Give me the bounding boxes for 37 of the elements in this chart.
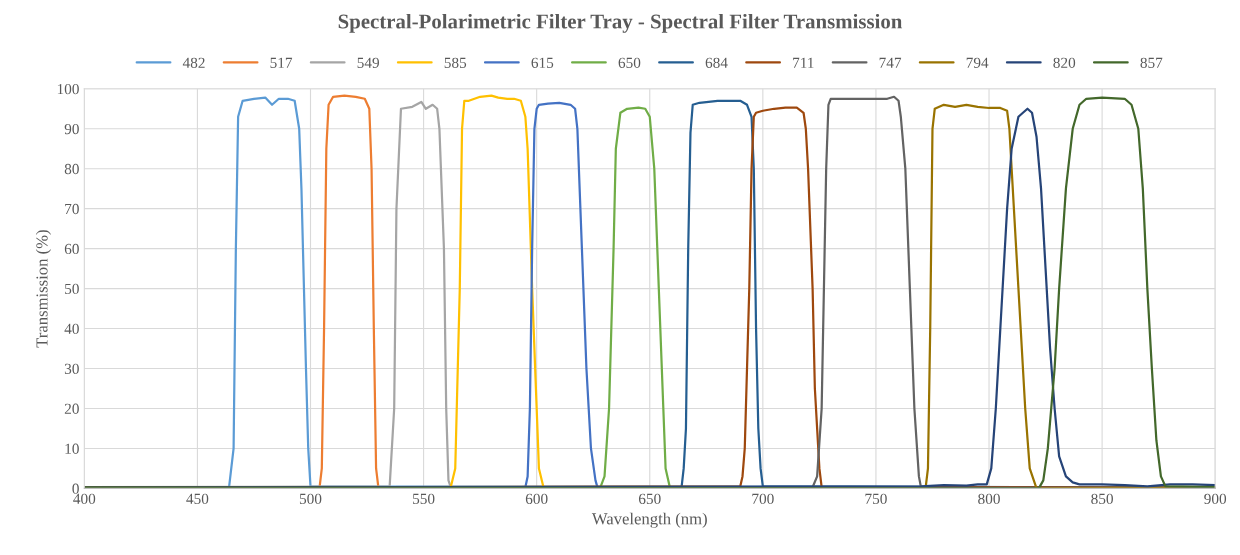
x-tick-label: 450 xyxy=(186,493,209,505)
y-tick-label: 100 xyxy=(57,83,79,95)
legend-label: 747 xyxy=(879,57,902,68)
legend-label: 684 xyxy=(705,57,728,68)
x-tick-label: 500 xyxy=(299,493,322,505)
legend-label: 857 xyxy=(1140,57,1163,68)
x-tick-label: 400 xyxy=(73,493,96,505)
y-tick-label: 70 xyxy=(65,203,79,215)
y-tick-label: 30 xyxy=(64,363,79,374)
x-tick-label: 550 xyxy=(413,493,435,505)
x-axis-title: Wavelength (nm) xyxy=(591,512,707,528)
y-tick-label: 20 xyxy=(64,403,79,414)
x-tick-label: 750 xyxy=(865,493,887,505)
legend-label: 585 xyxy=(444,57,467,68)
x-tick-label: 900 xyxy=(1204,493,1227,505)
legend-label: 650 xyxy=(618,57,641,68)
y-tick-label: 10 xyxy=(65,443,79,454)
y-tick-label: 80 xyxy=(64,163,79,175)
x-tick-label: 650 xyxy=(638,493,661,505)
x-tick-label: 600 xyxy=(525,493,548,505)
y-tick-label: 40 xyxy=(64,323,79,335)
y-tick-label: 60 xyxy=(64,243,79,255)
y-tick-label: 50 xyxy=(65,283,79,295)
legend-label: 820 xyxy=(1053,57,1076,68)
x-tick-label: 800 xyxy=(978,493,1000,505)
x-tick-label: 850 xyxy=(1091,493,1113,505)
legend-label: 482 xyxy=(182,57,205,68)
x-tick-label: 700 xyxy=(752,493,774,505)
y-axis-title: Transmission (%) xyxy=(35,230,51,348)
legend-label: 711 xyxy=(793,57,814,68)
legend-label: 794 xyxy=(966,57,989,68)
y-tick-label: 90 xyxy=(64,123,79,135)
chart-title: Spectral-Polarimetric Filter Tray - Spectral Filter Transmission xyxy=(338,13,903,33)
legend-label: 517 xyxy=(270,57,293,68)
legend-label: 549 xyxy=(357,57,379,68)
y-tick-label: 0 xyxy=(72,483,79,494)
legend-label: 615 xyxy=(531,57,554,68)
